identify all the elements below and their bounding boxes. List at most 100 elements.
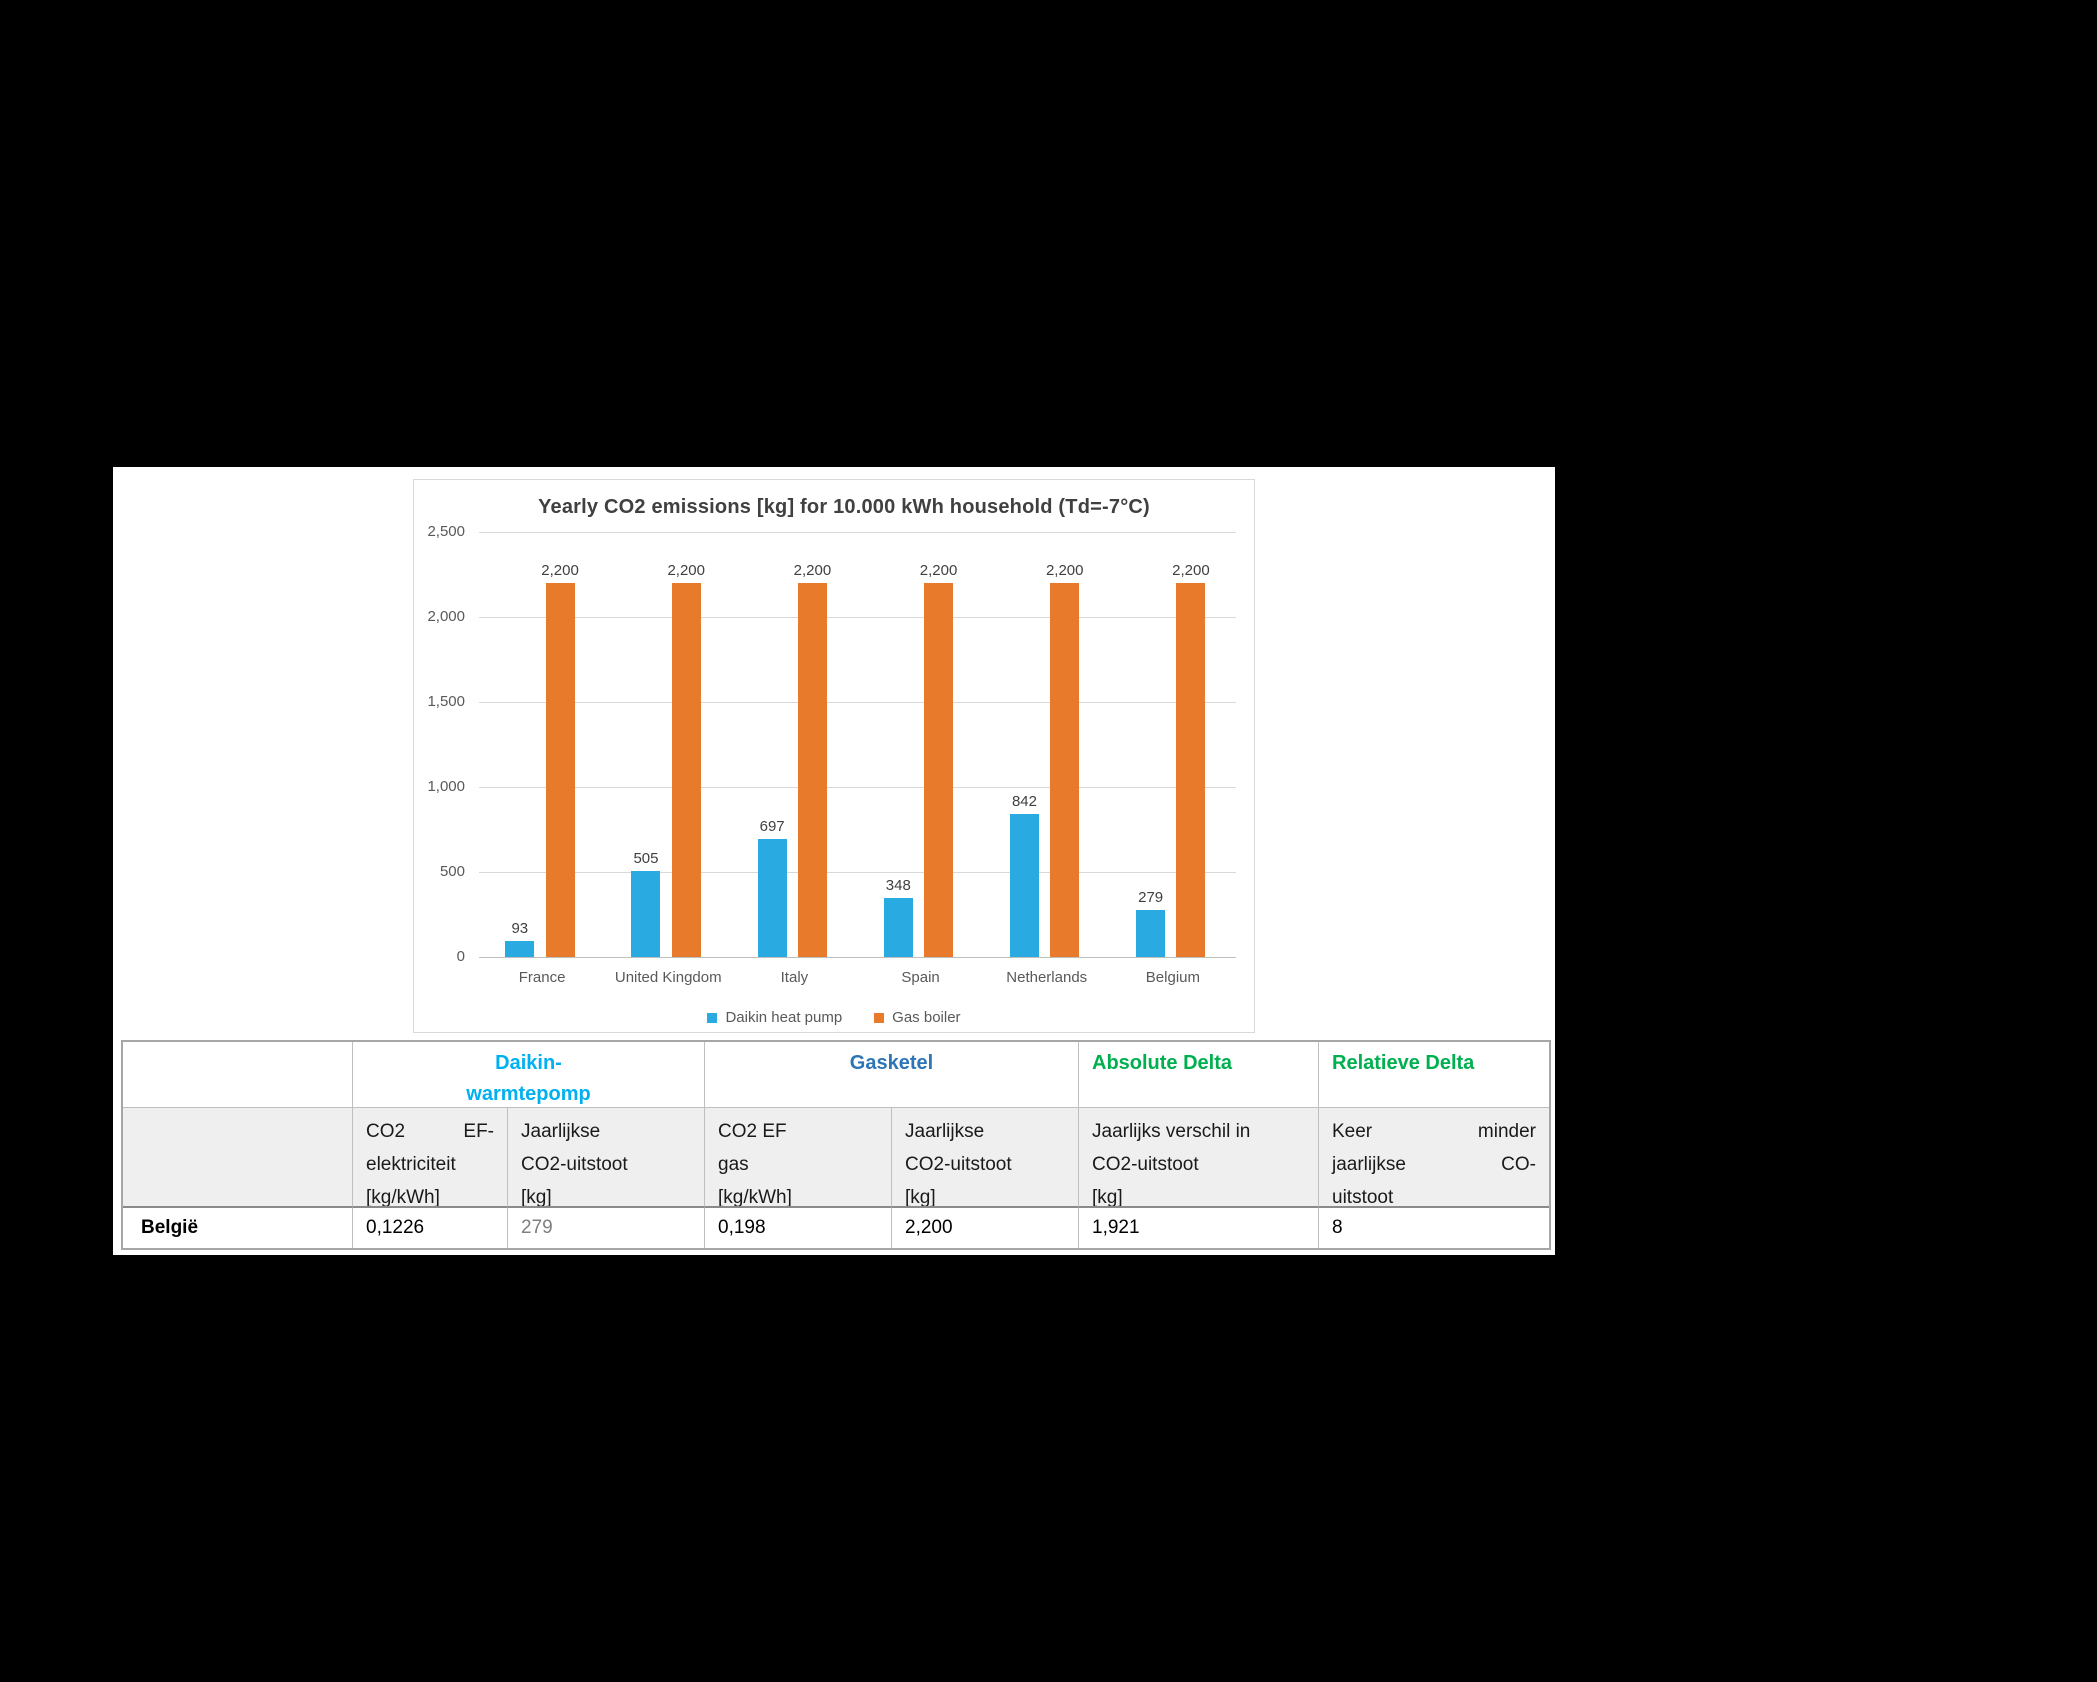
subheader-line: [kg/kWh] [366,1187,440,1208]
subheader-word: minder [1477,1121,1536,1142]
data-cell: 2,200 [892,1208,1079,1248]
chart-title: Yearly CO2 emissions [kg] for 10.000 kWh… [538,496,1150,518]
bar-group: 348 2,200 [858,532,984,957]
bar-value-label: 2,200 [541,562,579,579]
legend-label: Daikin heat pump [725,1009,843,1026]
x-axis-label: France [518,969,566,986]
group-header-cell [123,1042,353,1108]
subheader-cell: CO2 EF gas [kg/kWh] [705,1108,892,1208]
bar [671,583,701,957]
bar [631,871,661,957]
subheader-line: gas [718,1154,749,1175]
gridline [479,617,1236,618]
subheader-cell: Jaarlijkse CO2-uitstoot [kg] [508,1108,705,1208]
subheader-line: Jaarlijks verschil in [1092,1121,1251,1142]
group-header-line: warmtepomp [466,1083,591,1105]
subheader-line: elektriciteit [366,1154,456,1175]
legend-swatch-icon [707,1012,718,1023]
chart-legend: Daikin heat pump Gas boiler [414,1009,1254,1026]
bar-value-label: 842 [1011,792,1037,810]
data-cell: 0,198 [705,1208,892,1248]
bar-value-label: 348 [885,876,911,894]
document-sheet: Yearly CO2 emissions [kg] for 10.000 kWh… [113,467,1555,1255]
bar-value-label: 279 [1138,888,1164,906]
bar-group: 279 2,200 [1110,532,1236,957]
bar-group: 93 2,200 [479,532,605,957]
x-axis-label: Belgium [1145,969,1200,986]
bar-value-label: 2,200 [793,562,832,579]
bar [924,583,954,957]
gridline [479,872,1236,873]
y-axis-tick-label: 1,500 [427,693,465,710]
y-axis-tick-label: 1,000 [427,778,465,795]
subheader-line: [kg] [1092,1187,1123,1208]
legend-label: Gas boiler [892,1009,961,1026]
subheader-line: CO2-uitstoot [905,1154,1012,1175]
x-axis-label: Italy [780,969,809,986]
bar-group: 842 2,200 [984,532,1110,957]
subheader-word: jaarlijkse [1332,1154,1406,1175]
x-axis-label: United Kingdom [614,969,722,986]
subheader-line: CO2-uitstoot [1092,1154,1199,1175]
data-cell: 1,921 [1079,1208,1319,1248]
co2-emissions-bar-chart: Yearly CO2 emissions [kg] for 10.000 kWh… [413,479,1255,1033]
bar-value-label: 93 [511,920,529,938]
subheader-line: Jaarlijkse [521,1121,601,1142]
subheader-line: [kg/kWh] [718,1187,792,1208]
bar-group: 697 2,200 [731,532,857,957]
x-axis-line [479,957,1236,958]
bar [1176,583,1206,957]
y-axis-tick-label: 500 [439,863,465,880]
bar-group: 505 2,200 [605,532,731,957]
bar [1009,813,1039,957]
bar-value-label: 2,200 [667,562,705,579]
subheader-cell: Keer minder jaarlijkse CO-uitstoot [1319,1108,1549,1208]
group-header-cell: Gasketel [705,1042,1079,1108]
bar [757,838,787,957]
group-header-cell: Daikin-warmtepomp [353,1042,705,1108]
group-header-line: Daikin- [495,1052,562,1074]
group-header-line: Absolute Delta [1092,1052,1233,1074]
y-axis-tick-label: 2,000 [427,608,465,625]
emissions-comparison-table: Daikin-warmtepomp Gasketel Absolute Delta R… [121,1040,1551,1250]
x-axis-labels: France United Kingdom Italy Spain Netherland… [479,969,1236,989]
subheader-line: CO2 EF [718,1121,787,1142]
subheader-line: jaarlijkse CO- [1332,1148,1536,1181]
subheader-line: Jaarlijkse [905,1121,985,1142]
bar-value-label: 505 [633,850,659,868]
y-axis-tick-label: 0 [456,948,465,965]
subheader-word: CO2 [366,1121,406,1142]
bar [797,583,827,957]
subheader-cell: Jaarlijks verschil in CO2-uitstoot [kg] [1079,1108,1319,1208]
subheader-cell [123,1108,353,1208]
x-axis-label: Netherlands [1006,969,1088,986]
legend-item: Gas boiler [874,1009,961,1026]
group-header-cell: Absolute Delta [1079,1042,1319,1108]
bar-value-label: 2,200 [1172,562,1210,579]
data-cell: 8 [1319,1208,1549,1248]
bar-value-label: 2,200 [919,562,958,579]
subheader-word: CO- [1501,1154,1536,1175]
plot-area: 0 500 1,000 1,500 2,000 2,500 93 2,200 505 2,200 6… [427,523,1236,965]
subheader-cell: CO2 EF-elektriciteit [kg/kWh] [353,1108,508,1208]
subheader-line: CO2 EF- [366,1115,494,1148]
x-axis-label: Spain [901,969,940,986]
group-header-line: Gasketel [849,1052,934,1074]
subheader-word: EF- [463,1121,494,1142]
bar [883,897,913,957]
group-header-cell: Relatieve Delta [1319,1042,1549,1108]
subheader-line: [kg] [521,1187,552,1208]
legend-swatch-icon [874,1012,885,1023]
gridline [479,702,1236,703]
bar [1136,909,1166,957]
gridline [479,787,1236,788]
subheader-cell: Jaarlijkse CO2-uitstoot [kg] [892,1108,1079,1208]
bar [505,941,535,957]
bar [1050,583,1080,957]
data-cell: 279 [508,1208,705,1248]
data-cell: 0,1226 [353,1208,508,1248]
legend-item: Daikin heat pump [707,1009,842,1026]
y-axis-tick-label: 2,500 [427,523,465,540]
subheader-line: uitstoot [1332,1187,1394,1208]
